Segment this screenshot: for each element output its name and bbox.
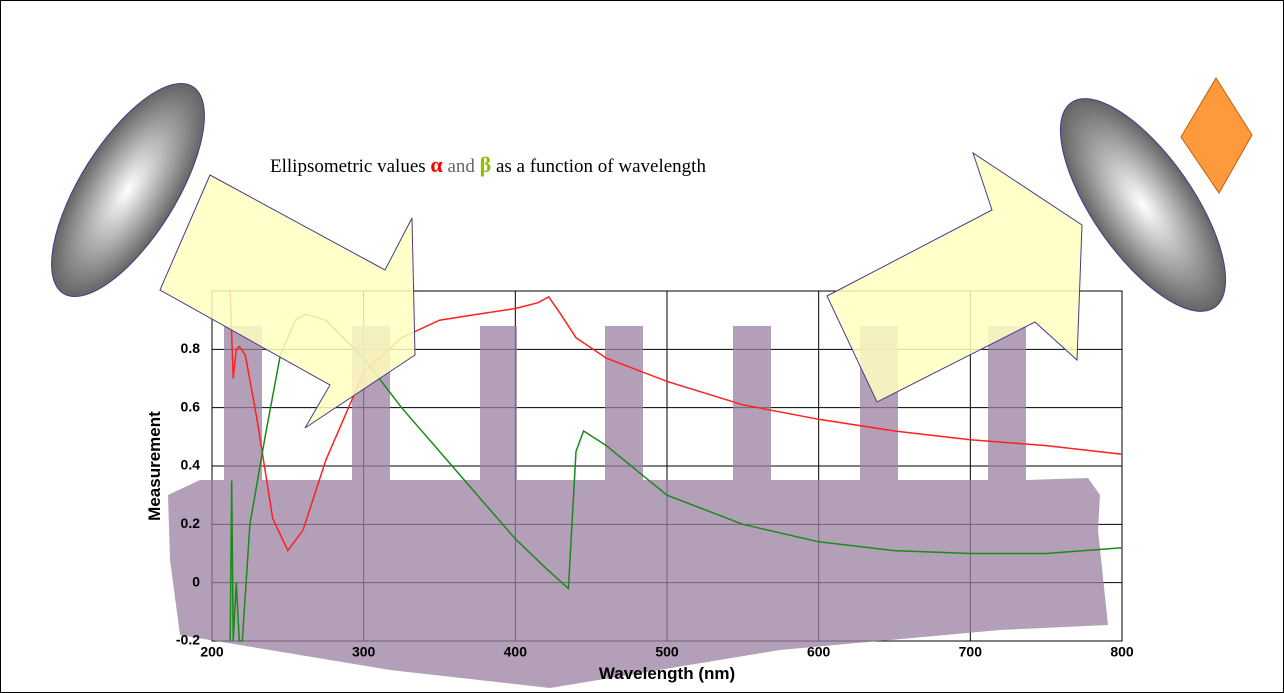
x-tick-label: 200 [200, 644, 224, 660]
y-tick-label: 0.8 [181, 340, 201, 356]
y-axis-label: Measurement [145, 411, 164, 521]
y-tick-label: 0.6 [181, 398, 201, 414]
x-tick-label: 300 [352, 644, 376, 660]
x-tick-label: 400 [504, 644, 528, 660]
x-tick-label: 700 [959, 644, 983, 660]
title: Ellipsometric values α and β as a functi… [270, 152, 706, 177]
title-text: and [443, 156, 480, 177]
title-text: as a function of wavelength [491, 156, 706, 177]
x-tick-label: 800 [1110, 644, 1134, 660]
detector [1180, 77, 1253, 194]
source-lens [51, 82, 205, 298]
incident-arrow [159, 174, 416, 429]
y-tick-label: 0.4 [181, 457, 201, 473]
x-tick-label: 600 [807, 644, 831, 660]
reflected-arrow [826, 151, 1083, 403]
y-tick-label: 0 [192, 573, 200, 589]
comb-shape [168, 326, 1108, 688]
x-axis-label: Wavelength (nm) [599, 664, 735, 683]
x-tick-label: 500 [655, 644, 679, 660]
beta-symbol: β [480, 152, 492, 177]
y-tick-label: -0.2 [176, 632, 200, 648]
alpha-symbol: α [430, 152, 443, 177]
y-tick-label: 0.2 [181, 515, 201, 531]
detector-lens [1059, 98, 1227, 312]
title-text: Ellipsometric values [270, 156, 430, 177]
series-line [229, 290, 1123, 553]
series-line [229, 313, 1123, 642]
